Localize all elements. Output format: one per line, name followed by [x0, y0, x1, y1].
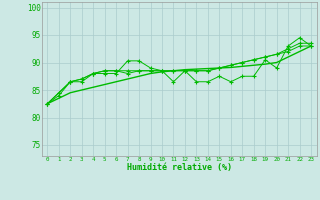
X-axis label: Humidité relative (%): Humidité relative (%) — [127, 163, 232, 172]
